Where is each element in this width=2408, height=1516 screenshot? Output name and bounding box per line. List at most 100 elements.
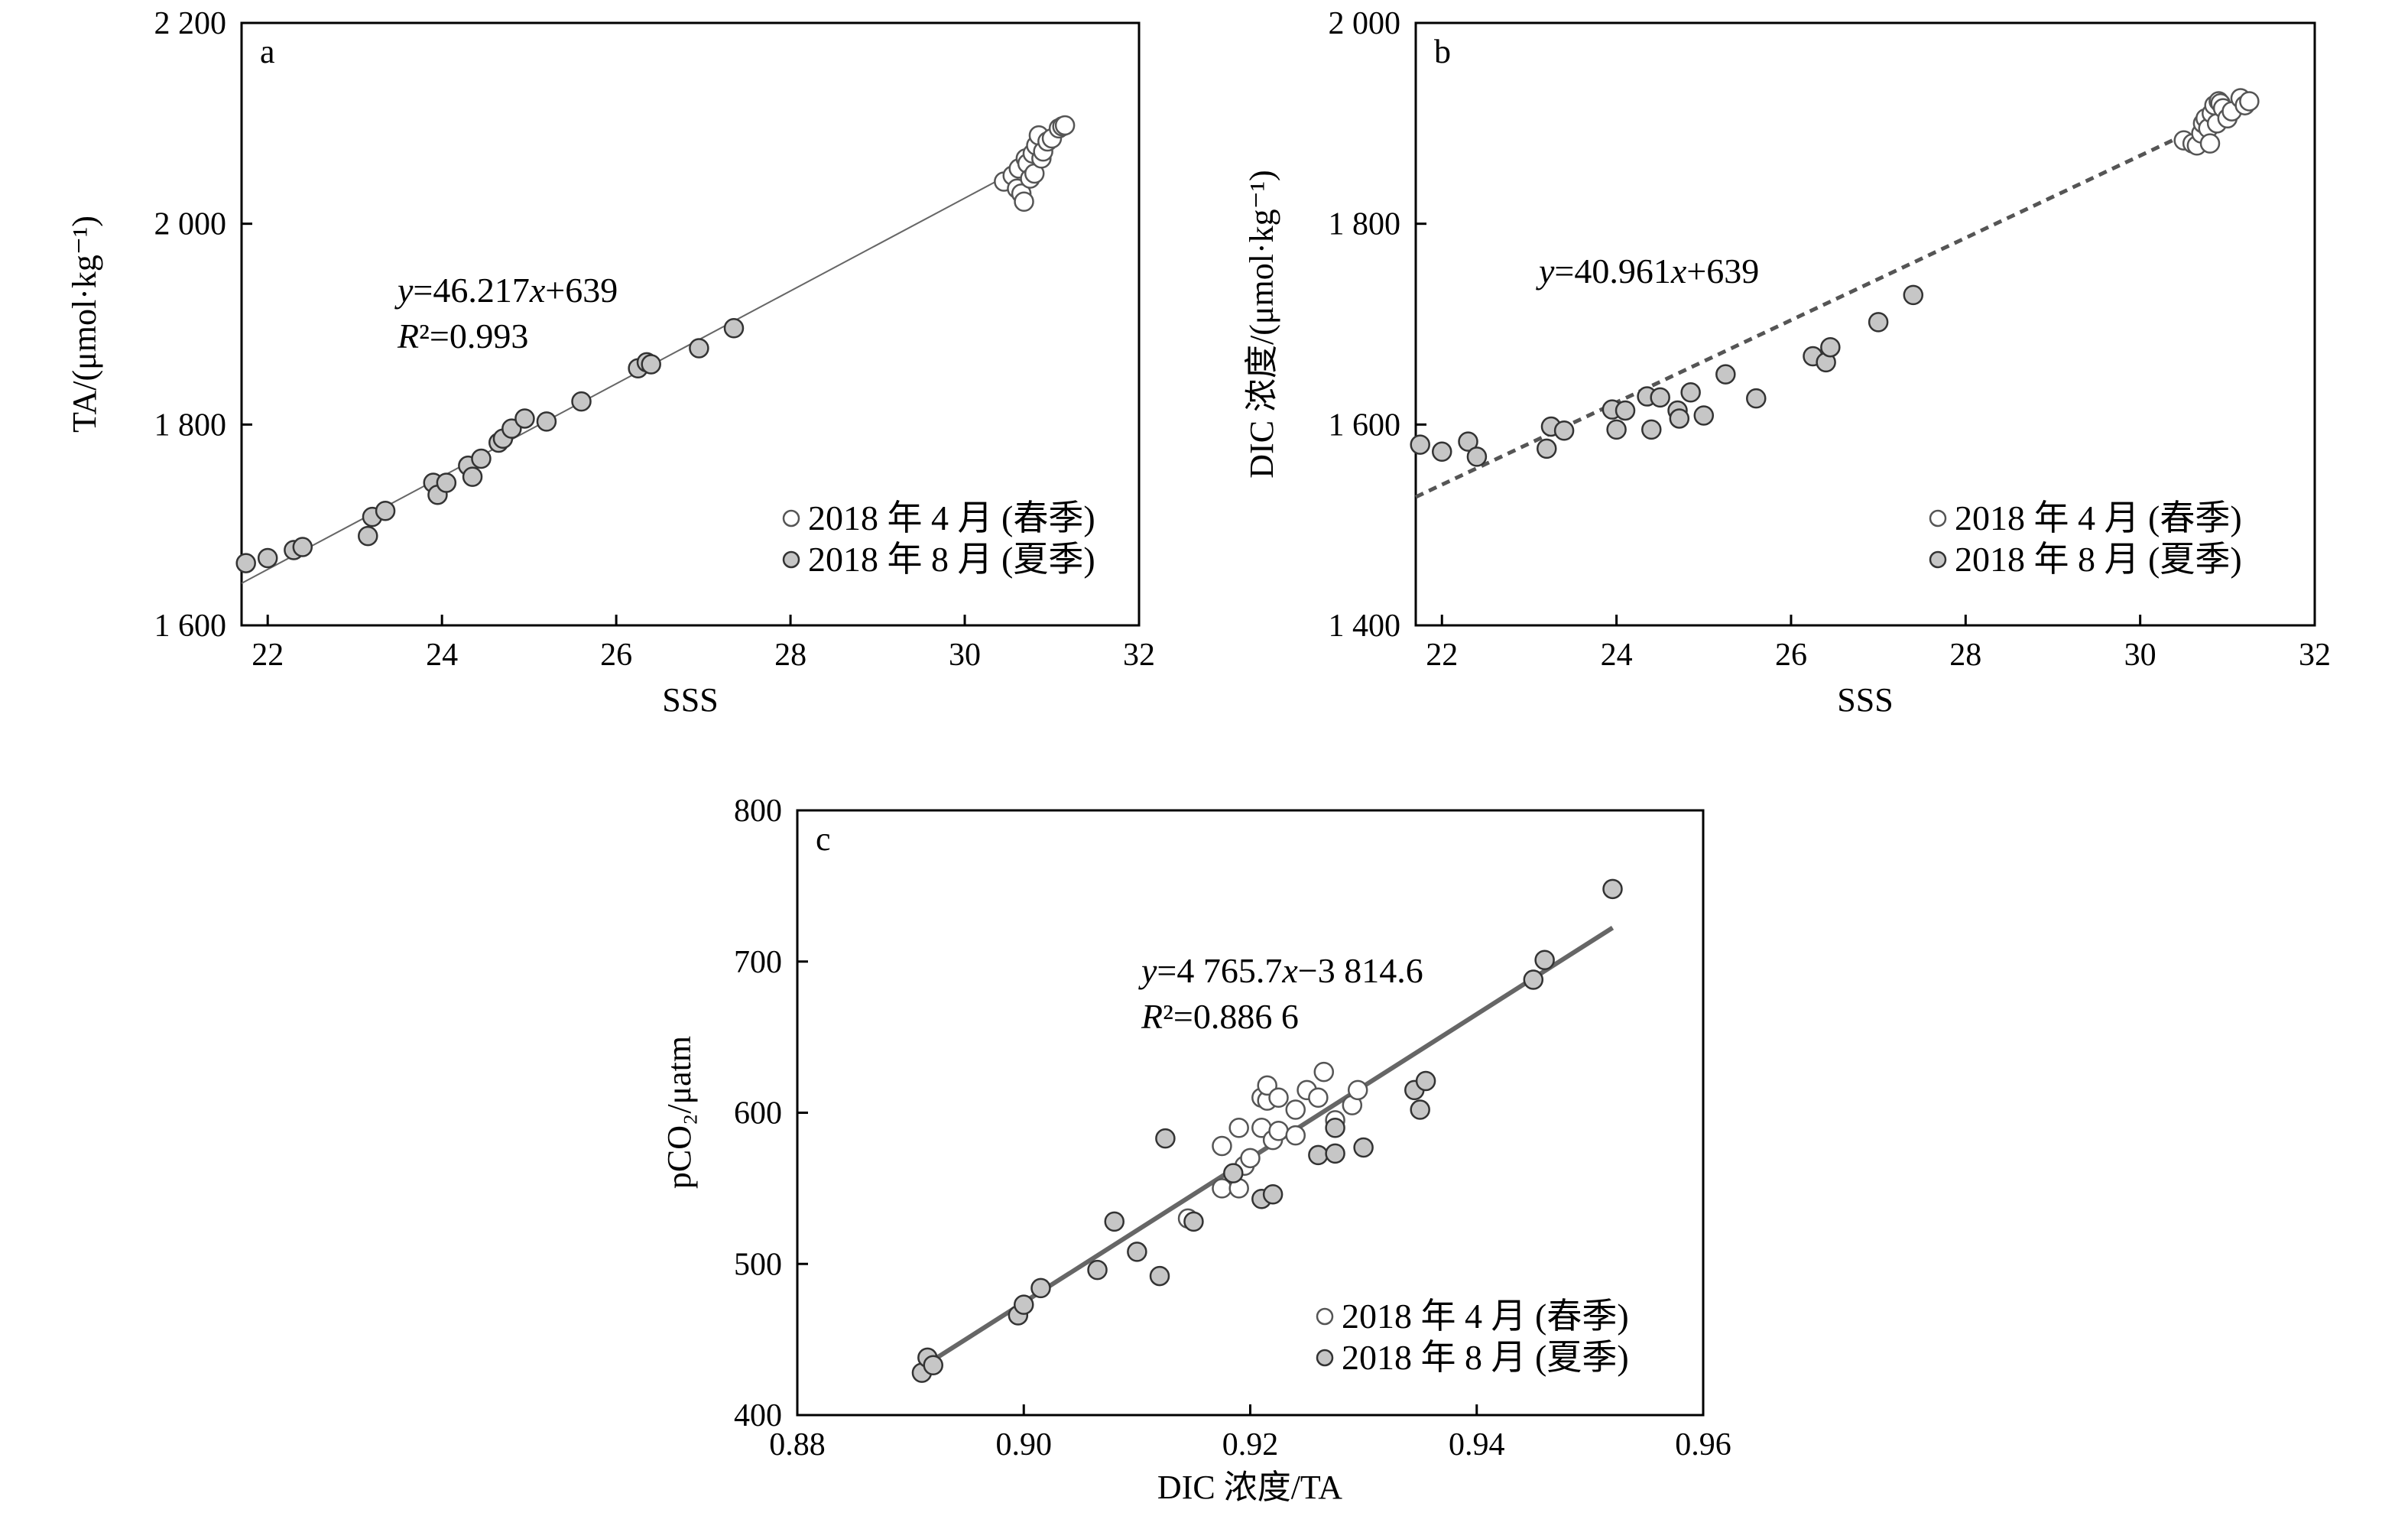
series-summer <box>911 878 1623 1383</box>
x-tick-label: 32 <box>1123 638 1155 673</box>
y-tick-label: 1 800 <box>154 407 227 443</box>
data-point <box>1715 364 1736 385</box>
data-point <box>1432 441 1452 463</box>
y-tick-label: 2 200 <box>154 6 227 41</box>
plot-frame <box>240 21 1141 627</box>
regression-line <box>1414 133 2185 499</box>
data-point <box>1325 1118 1345 1138</box>
data-point <box>1308 1144 1329 1166</box>
data-point <box>1606 419 1627 440</box>
y-tick-label: 1 600 <box>154 609 227 644</box>
legend-marker <box>782 509 800 528</box>
legend: 2018 年 4 月 (春季)2018 年 8 月 (夏季) <box>1929 498 2242 579</box>
data-point <box>536 411 557 432</box>
series-spring <box>994 115 1076 213</box>
data-point <box>1415 1070 1436 1092</box>
data-point <box>1183 1211 1204 1232</box>
legend-label: 2018 年 4 月 (春季) <box>1342 1297 1629 1336</box>
regression-line <box>914 926 1615 1373</box>
data-point <box>1228 1118 1249 1138</box>
data-point <box>436 472 457 493</box>
r-squared: R²=0.993 <box>397 317 528 355</box>
legend-label: 2018 年 8 月 (夏季) <box>808 540 1095 579</box>
data-point <box>1746 388 1767 409</box>
data-point <box>1523 969 1544 990</box>
data-point <box>1014 1294 1034 1315</box>
x-tick-label: 32 <box>2299 638 2331 673</box>
data-point <box>1308 1087 1329 1108</box>
data-point <box>1347 1079 1368 1101</box>
data-point <box>1087 1259 1108 1281</box>
x-tick-label: 28 <box>1949 638 1981 673</box>
y-tick-label: 1 600 <box>1329 407 1401 443</box>
y-tick-label: 800 <box>734 794 782 829</box>
data-point <box>1553 420 1575 441</box>
x-tick-label: 28 <box>774 638 806 673</box>
y-axis-label: DIC 浓度/(μmol·kg⁻¹) <box>1243 170 1280 478</box>
legend-marker <box>1316 1349 1334 1367</box>
data-point <box>1212 1135 1232 1157</box>
data-point <box>1014 191 1034 213</box>
data-point <box>1285 1125 1306 1146</box>
data-point <box>1641 419 1662 440</box>
legend-marker <box>1316 1307 1334 1326</box>
data-point <box>1155 1128 1176 1149</box>
legend-label: 2018 年 4 月 (春季) <box>808 498 1095 537</box>
data-point <box>1669 408 1690 429</box>
y-tick-label: 400 <box>734 1398 782 1433</box>
data-point <box>1054 115 1076 136</box>
data-point <box>1223 1163 1244 1183</box>
x-tick-label: 0.92 <box>1222 1427 1279 1462</box>
data-point <box>462 466 483 487</box>
data-point <box>1104 1211 1124 1232</box>
data-point <box>1680 382 1701 403</box>
x-axis-label: SSS <box>1837 681 1893 719</box>
data-point <box>1820 336 1841 358</box>
legend-label: 2018 年 8 月 (夏季) <box>1955 540 2242 579</box>
data-point <box>689 338 709 359</box>
plot-frame <box>1414 21 2316 627</box>
y-axis-label: TA/(μmol·kg⁻¹) <box>66 216 103 433</box>
legend-marker <box>1929 550 1947 569</box>
series-spring <box>2173 88 2260 156</box>
data-point <box>923 1355 943 1375</box>
data-point <box>1458 431 1478 452</box>
x-axis-label: SSS <box>662 681 718 719</box>
data-point <box>1268 1120 1289 1141</box>
x-tick-label: 0.96 <box>1675 1427 1731 1462</box>
data-point <box>375 501 396 521</box>
x-tick-label: 24 <box>1601 638 1633 673</box>
series-summer <box>1410 284 1924 467</box>
data-point <box>358 525 378 547</box>
panel-label: b <box>1434 33 1451 70</box>
y-axis-label: pCO₂/μatm <box>660 1036 698 1189</box>
x-tick-label: 0.90 <box>996 1427 1053 1462</box>
data-point <box>471 448 492 469</box>
data-point <box>1410 1099 1430 1120</box>
data-point <box>2199 133 2221 154</box>
data-point <box>514 408 535 429</box>
regression-equation: y=40.961x+639 <box>1536 252 1759 291</box>
legend-label: 2018 年 4 月 (春季) <box>1955 498 2242 537</box>
data-point <box>1537 438 1557 459</box>
data-point <box>1410 434 1430 455</box>
data-point <box>1127 1242 1147 1262</box>
y-tick-label: 2 000 <box>154 207 227 242</box>
data-point <box>1325 1143 1345 1164</box>
data-point <box>235 553 256 573</box>
legend-marker <box>1929 509 1947 528</box>
data-point <box>1313 1061 1335 1083</box>
data-point <box>1240 1148 1261 1169</box>
data-point <box>1693 405 1715 426</box>
x-tick-label: 0.94 <box>1449 1427 1505 1462</box>
legend-marker <box>782 550 800 569</box>
y-tick-label: 1 800 <box>1329 207 1401 242</box>
y-tick-label: 500 <box>734 1247 782 1282</box>
x-tick-label: 0.88 <box>769 1427 826 1462</box>
data-point <box>1262 1184 1284 1205</box>
y-tick-label: 2 000 <box>1329 6 1401 41</box>
chart-panel-b: 22 24 26 28 30 32 1 400 1 600 1 800 2 000 SSS DIC 浓… <box>1243 6 2331 719</box>
data-point <box>292 537 313 557</box>
x-tick-label: 26 <box>600 638 632 673</box>
data-point <box>1353 1137 1374 1158</box>
